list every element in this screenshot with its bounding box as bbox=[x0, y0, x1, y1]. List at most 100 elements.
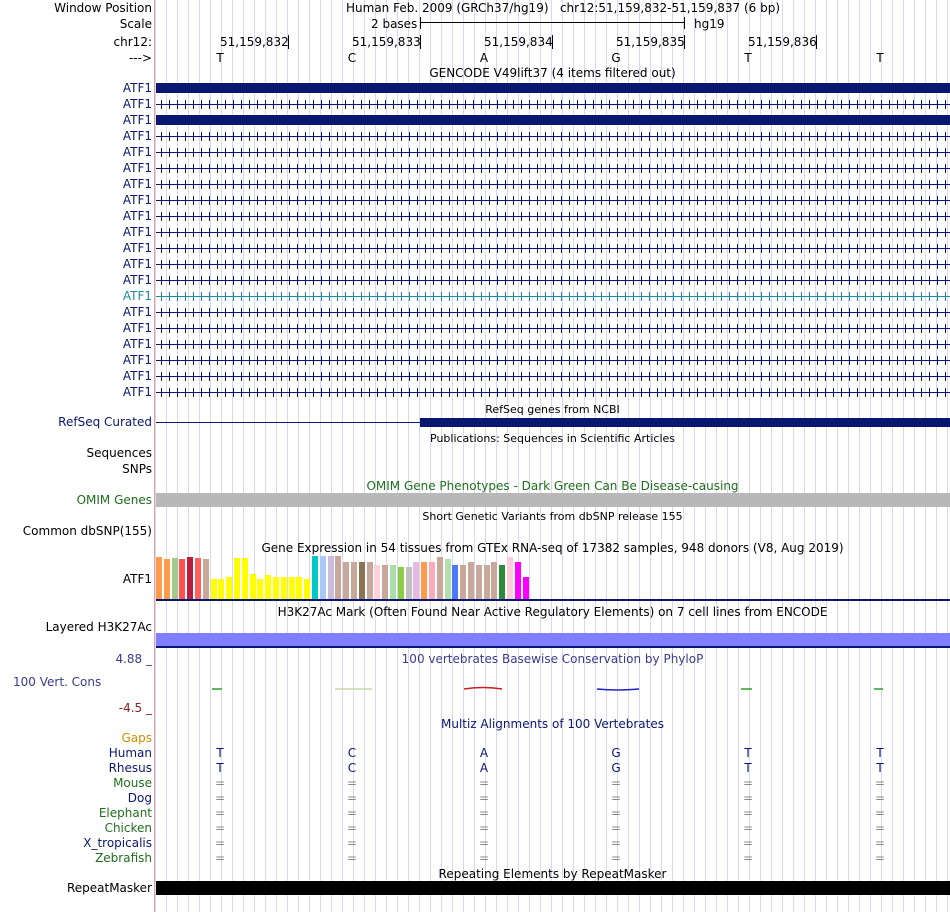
gtex-tissue-bar[interactable] bbox=[460, 565, 467, 599]
gencode-intron-arrows[interactable] bbox=[156, 388, 950, 397]
gtex-tissue-bar[interactable] bbox=[234, 558, 240, 599]
gtex-tissue-bar[interactable] bbox=[288, 577, 295, 599]
gencode-intron-arrows[interactable] bbox=[156, 228, 950, 237]
h3k27ac-label[interactable]: Layered H3K27Ac bbox=[45, 620, 152, 634]
omim-title[interactable]: OMIM Gene Phenotypes - Dark Green Can Be… bbox=[366, 479, 739, 493]
publications-title[interactable]: Publications: Sequences in Scientific Ar… bbox=[430, 432, 675, 445]
gtex-tissue-bar[interactable] bbox=[507, 557, 513, 599]
gencode-intron-arrows[interactable] bbox=[156, 292, 950, 301]
gtex-tissue-bar[interactable] bbox=[296, 577, 303, 599]
gencode-transcript-label[interactable]: ATF1 bbox=[122, 161, 152, 175]
refseq-intron-line[interactable] bbox=[156, 422, 420, 423]
refseq-title[interactable]: RefSeq genes from NCBI bbox=[485, 403, 620, 416]
gtex-tissue-bar[interactable] bbox=[413, 562, 420, 599]
gtex-tissue-bar[interactable] bbox=[444, 559, 451, 599]
gencode-transcript-label[interactable]: ATF1 bbox=[122, 193, 152, 207]
gtex-bar-graph[interactable] bbox=[156, 556, 556, 599]
gtex-tissue-bar[interactable] bbox=[351, 562, 357, 599]
gtex-tissue-bar[interactable] bbox=[210, 579, 217, 599]
gencode-transcript-label[interactable]: ATF1 bbox=[122, 225, 152, 239]
gencode-intron-arrows[interactable] bbox=[156, 244, 950, 253]
gtex-tissue-bar[interactable] bbox=[226, 577, 233, 599]
gtex-tissue-bar[interactable] bbox=[335, 556, 342, 599]
gtex-tissue-bar[interactable] bbox=[257, 579, 264, 599]
gencode-intron-arrows[interactable] bbox=[156, 212, 950, 221]
gtex-tissue-bar[interactable] bbox=[390, 565, 396, 599]
gencode-intron-arrows[interactable] bbox=[156, 260, 950, 269]
publications-snps-label[interactable]: SNPs bbox=[122, 462, 152, 476]
gtex-tissue-bar[interactable] bbox=[327, 556, 334, 599]
omim-track-bar[interactable] bbox=[156, 493, 950, 507]
gtex-tissue-bar[interactable] bbox=[343, 562, 350, 599]
gtex-tissue-bar[interactable] bbox=[187, 557, 194, 599]
gtex-title[interactable]: Gene Expression in 54 tissues from GTEx … bbox=[261, 541, 844, 555]
gencode-intron-arrows[interactable] bbox=[156, 356, 950, 365]
gencode-transcript-label[interactable]: ATF1 bbox=[122, 273, 152, 287]
gencode-intron-arrows[interactable] bbox=[156, 324, 950, 333]
gtex-tissue-bar[interactable] bbox=[514, 562, 521, 599]
gtex-tissue-bar[interactable] bbox=[429, 562, 435, 599]
phylop-label[interactable]: 100 Vert. Cons bbox=[13, 675, 102, 689]
dbsnp-label[interactable]: Common dbSNP(155) bbox=[22, 524, 152, 538]
gtex-tissue-bar[interactable] bbox=[522, 577, 529, 599]
gtex-tissue-bar[interactable] bbox=[421, 562, 428, 599]
refseq-label[interactable]: RefSeq Curated bbox=[58, 415, 152, 429]
gencode-intron-arrows[interactable] bbox=[156, 372, 950, 381]
gencode-intron-arrows[interactable] bbox=[156, 148, 950, 157]
phylop-plot[interactable] bbox=[155, 680, 950, 700]
gencode-transcript-label[interactable]: ATF1 bbox=[122, 81, 152, 95]
gtex-tissue-bar[interactable] bbox=[397, 567, 404, 599]
repeatmasker-label[interactable]: RepeatMasker bbox=[66, 881, 152, 895]
gencode-transcript-label[interactable]: ATF1 bbox=[122, 177, 152, 191]
gencode-transcript-label[interactable]: ATF1 bbox=[122, 113, 152, 127]
omim-label[interactable]: OMIM Genes bbox=[76, 493, 152, 507]
gtex-tissue-bar[interactable] bbox=[280, 577, 287, 599]
gencode-transcript-label[interactable]: ATF1 bbox=[122, 145, 152, 159]
publications-sequences-label[interactable]: Sequences bbox=[86, 446, 152, 460]
repeatmasker-title[interactable]: Repeating Elements by RepeatMasker bbox=[438, 867, 667, 881]
gencode-intron-arrows[interactable] bbox=[156, 180, 950, 189]
gencode-transcript-label[interactable]: ATF1 bbox=[122, 209, 152, 223]
multiz-species-label[interactable]: X_tropicalis bbox=[83, 836, 152, 850]
multiz-species-label[interactable]: Rhesus bbox=[108, 761, 152, 775]
gtex-tissue-bar[interactable] bbox=[312, 556, 318, 599]
gtex-tissue-bar[interactable] bbox=[163, 559, 170, 599]
gencode-exon-bar[interactable] bbox=[156, 115, 950, 125]
gtex-tissue-bar[interactable] bbox=[156, 557, 162, 599]
gtex-tissue-bar[interactable] bbox=[475, 565, 482, 599]
gencode-intron-arrows[interactable] bbox=[156, 132, 950, 141]
gtex-tissue-bar[interactable] bbox=[358, 562, 365, 599]
gtex-tissue-bar[interactable] bbox=[202, 559, 209, 599]
gencode-intron-arrows[interactable] bbox=[156, 276, 950, 285]
gencode-intron-arrows[interactable] bbox=[156, 196, 950, 205]
multiz-title[interactable]: Multiz Alignments of 100 Vertebrates bbox=[440, 717, 665, 731]
gtex-label[interactable]: ATF1 bbox=[122, 572, 152, 586]
dbsnp-title[interactable]: Short Genetic Variants from dbSNP releas… bbox=[422, 510, 683, 523]
gtex-tissue-bar[interactable] bbox=[483, 565, 490, 599]
gencode-exon-bar[interactable] bbox=[156, 83, 950, 93]
multiz-species-label[interactable]: Human bbox=[108, 746, 152, 760]
gtex-tissue-bar[interactable] bbox=[499, 565, 506, 599]
gencode-transcript-label[interactable]: ATF1 bbox=[122, 289, 152, 303]
multiz-gaps-label[interactable]: Gaps bbox=[121, 731, 152, 745]
gtex-tissue-bar[interactable] bbox=[195, 558, 201, 599]
gencode-intron-arrows[interactable] bbox=[156, 340, 950, 349]
gtex-tissue-bar[interactable] bbox=[171, 558, 178, 599]
gtex-tissue-bar[interactable] bbox=[179, 559, 186, 599]
gtex-tissue-bar[interactable] bbox=[249, 574, 256, 599]
gencode-transcript-label[interactable]: ATF1 bbox=[122, 305, 152, 319]
gtex-tissue-bar[interactable] bbox=[304, 579, 311, 599]
h3k27ac-title[interactable]: H3K27Ac Mark (Often Found Near Active Re… bbox=[277, 605, 828, 619]
gencode-transcript-label[interactable]: ATF1 bbox=[122, 369, 152, 383]
gtex-tissue-bar[interactable] bbox=[452, 565, 459, 599]
gtex-tissue-bar[interactable] bbox=[491, 562, 498, 599]
gencode-intron-arrows[interactable] bbox=[156, 100, 950, 109]
multiz-species-label[interactable]: Chicken bbox=[104, 821, 152, 835]
gtex-tissue-bar[interactable] bbox=[273, 577, 279, 599]
multiz-species-label[interactable]: Dog bbox=[127, 791, 152, 805]
gtex-tissue-bar[interactable] bbox=[241, 558, 248, 599]
gencode-transcript-label[interactable]: ATF1 bbox=[122, 257, 152, 271]
phylop-title[interactable]: 100 vertebrates Basewise Conservation by… bbox=[401, 652, 704, 666]
multiz-species-label[interactable]: Mouse bbox=[113, 776, 152, 790]
gencode-transcript-label[interactable]: ATF1 bbox=[122, 337, 152, 351]
